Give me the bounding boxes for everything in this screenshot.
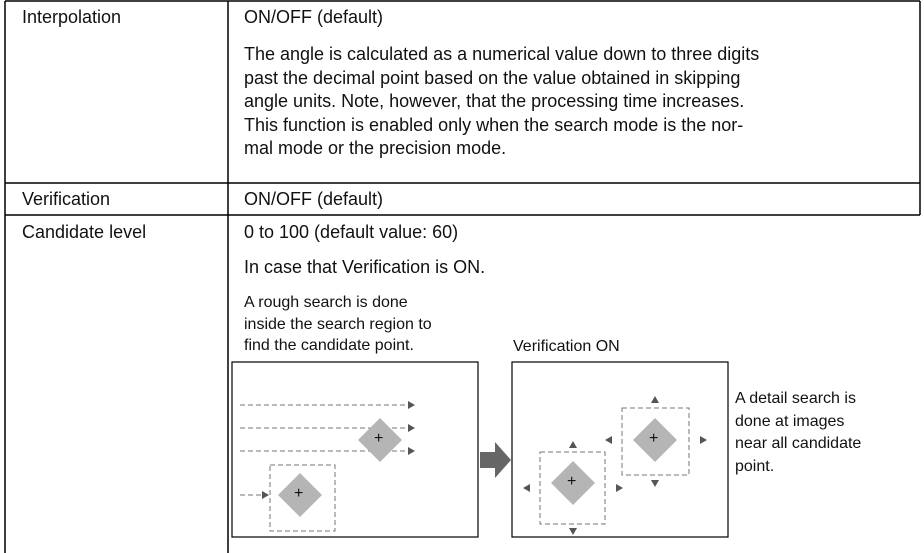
text-line: mal mode or the precision mode. [244,138,507,159]
text-line: angle units. Note, however, that the pro… [244,91,745,112]
text-line: A detail search is [735,390,856,407]
text-line: past the decimal point based on the valu… [244,67,741,88]
center-marker: + [649,430,659,447]
text-line: point. [735,458,775,476]
text-line: This function is enabled only when the s… [244,114,744,135]
text-line: inside the search region to [244,315,432,333]
row-value: 0 to 100 (default value: 60) [244,222,459,242]
row-value: ON/OFF (default) [244,7,384,27]
text-line: find the candidate point. [244,337,414,354]
text-line: A rough search is done [244,294,408,311]
row-label: Interpolation [22,7,122,27]
row-value: ON/OFF (default) [244,189,384,209]
diagram [231,361,729,538]
center-marker: + [567,473,577,490]
center-marker: + [294,485,304,502]
text-line: done at images [735,412,845,430]
row-label: Verification [22,189,111,209]
middle-caption: Verification ON [513,338,620,355]
row-label: Candidate level [22,222,147,242]
text-line: near all candidate [735,435,862,453]
center-marker: + [374,430,384,447]
row-note: In case that Verification is ON. [244,257,486,277]
text-line: The angle is calculated as a numerical v… [244,44,760,64]
